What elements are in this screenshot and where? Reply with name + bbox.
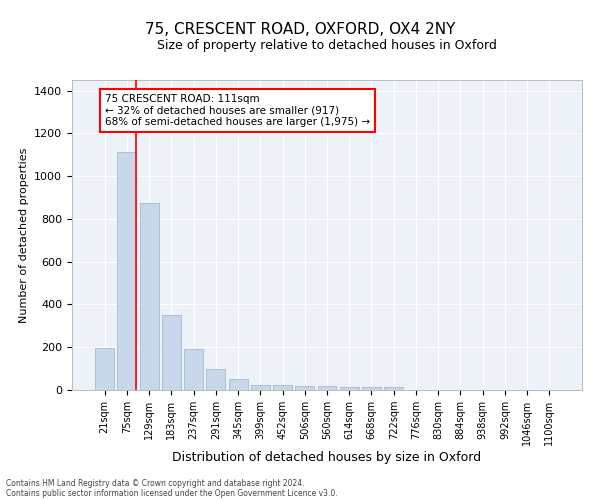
Bar [384,388,403,390]
Text: 75, CRESCENT ROAD, OXFORD, OX4 2NY: 75, CRESCENT ROAD, OXFORD, OX4 2NY [145,22,455,38]
Bar [295,386,314,390]
Y-axis label: Number of detached properties: Number of detached properties [19,148,29,322]
Bar [206,368,225,390]
Bar [118,152,136,390]
Bar [162,315,181,390]
Bar [95,348,114,390]
Bar [362,388,381,390]
X-axis label: Distribution of detached houses by size in Oxford: Distribution of detached houses by size … [172,450,482,464]
Text: Contains HM Land Registry data © Crown copyright and database right 2024.: Contains HM Land Registry data © Crown c… [6,478,305,488]
Bar [229,380,248,390]
Text: 75 CRESCENT ROAD: 111sqm
← 32% of detached houses are smaller (917)
68% of semi-: 75 CRESCENT ROAD: 111sqm ← 32% of detach… [105,94,370,127]
Bar [317,386,337,390]
Bar [251,384,270,390]
Text: Contains public sector information licensed under the Open Government Licence v3: Contains public sector information licen… [6,488,338,498]
Title: Size of property relative to detached houses in Oxford: Size of property relative to detached ho… [157,40,497,52]
Bar [340,388,359,390]
Bar [184,350,203,390]
Bar [140,203,158,390]
Bar [273,384,292,390]
